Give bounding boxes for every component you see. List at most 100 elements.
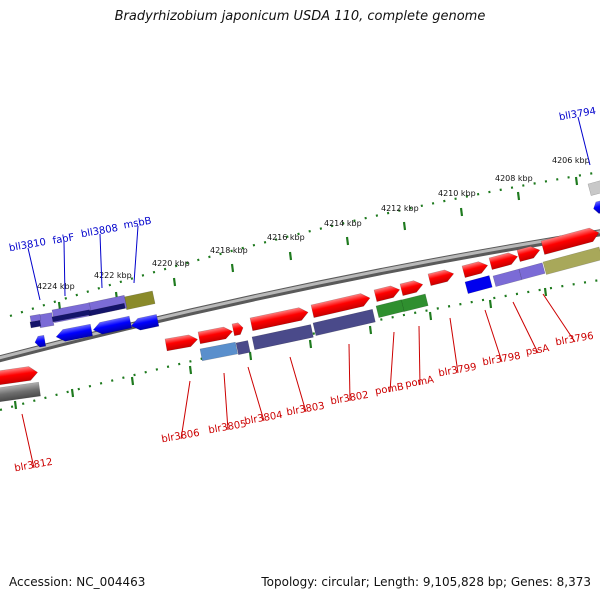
backbone-shadow [0,229,600,363]
leader-line [289,356,307,413]
ruler-tick-label: 4208 kbp [495,174,533,183]
accession-label: Accession: NC_004463 [9,575,146,589]
reverse-cds-arrow[interactable] [592,200,600,214]
ruler-tick-label: 4206 kbp [552,156,590,165]
gene-label[interactable]: blr3798 [482,351,522,369]
ruler-tick-label: 4218 kbp [210,246,248,255]
ruler-tick-label: 4224 kbp [37,282,75,291]
ruler-layer: 4206 kbp 4208 kbp 4210 kbp 4212 kbp 4214 kbp… [0,156,600,412]
gene-label[interactable]: msbB [123,216,153,232]
gene-label[interactable]: blr3796 [555,331,595,349]
forward-cds-arrow[interactable] [231,322,244,337]
leader-line [577,116,591,166]
feature-bar-purple[interactable] [518,262,546,280]
ruler-tick-mark [543,287,548,297]
feature-bar-gray[interactable] [0,381,41,403]
forward-cds-arrow[interactable] [310,292,371,318]
backbone-layer [0,229,600,363]
gene-label[interactable]: blr3803 [286,401,326,419]
feature-bar-steelblue[interactable] [199,341,238,362]
feature-bar-purple[interactable] [29,313,42,323]
gene-label[interactable]: blr3802 [330,390,370,408]
forward-cds-arrow[interactable] [488,251,519,270]
ruler-tick-mark [516,191,521,201]
leader-line [99,233,103,289]
feature-bar-green[interactable] [400,293,429,312]
ruler-tick-mark [230,263,235,273]
ruler-tick-mark [428,311,433,321]
leader-line [449,317,459,374]
feature-bar-lightgray[interactable] [587,180,600,196]
gene-label[interactable]: pomB [374,382,405,398]
gene-label[interactable]: bll3810 [8,237,47,254]
topology-label: Topology: circular; Length: 9,105,828 bp… [261,575,591,589]
forward-cds-arrow[interactable] [399,279,424,296]
ruler-tick-mark [188,365,193,375]
ruler-inner [0,278,600,412]
feature-bar-indigo[interactable] [312,308,376,336]
gene-label[interactable]: bll3794 [558,106,597,123]
ruler-tick-label: 4212 kbp [381,204,419,213]
reverse-cds-arrow[interactable] [130,314,160,331]
reverse-cds-arrow[interactable] [55,323,93,343]
forward-cds-arrow[interactable] [540,226,600,255]
feature-bar-navy[interactable] [51,309,91,323]
ruler-tick-label: 4216 kbp [267,233,305,242]
gene-label[interactable]: pomA [404,375,435,391]
ruler-tick-mark [368,325,373,335]
leader-line [348,343,351,402]
ruler-tick-mark [459,207,464,217]
gene-label[interactable]: blr3812 [14,457,54,475]
ruler-tick-mark [13,400,18,410]
forward-cds-arrow[interactable] [197,326,234,345]
forward-cds-arrow[interactable] [249,306,309,332]
gene-label[interactable]: blr3806 [161,428,201,446]
gene-label[interactable]: blr3805 [208,419,248,437]
reverse-cds-arrow[interactable] [92,315,132,336]
gene-label[interactable]: blr3804 [244,410,284,428]
forward-cds-arrow[interactable] [427,268,455,286]
feature-bar-purple[interactable] [492,268,523,287]
gene-label[interactable]: blr3799 [438,362,478,380]
ruler-tick-mark [402,221,407,231]
ruler-tick-label: 4220 kbp [152,259,190,268]
gene-label[interactable]: fabF [52,232,76,247]
gene-layer [0,180,600,403]
forward-cds-arrow[interactable] [461,260,489,278]
leader-line [180,380,191,440]
leader-line [247,366,265,422]
ruler-tick-mark [288,251,293,261]
ruler-tick-label: 4222 kbp [94,271,132,280]
feature-bar-green[interactable] [375,299,405,318]
leader-line [27,247,41,301]
ruler-tick-mark [308,339,313,349]
forward-cds-arrow[interactable] [516,244,541,262]
forward-cds-arrow[interactable] [0,365,39,386]
feature-bar-blue[interactable] [464,275,493,294]
leader-line [418,325,421,386]
leader-line [512,301,539,354]
reverse-cds-arrow[interactable] [34,334,47,348]
leader-line [389,331,395,393]
ruler-tick-mark [172,277,177,287]
ruler-tick-mark [574,176,579,186]
ruler-tick-label: 4214 kbp [324,219,362,228]
leader-line [223,372,229,431]
ruler-tick-label: 4210 kbp [438,189,476,198]
ruler-tick-mark [345,236,350,246]
ruler-tick-mark [70,388,75,398]
leader-line [21,413,35,469]
feature-bar-olive[interactable] [542,246,600,275]
leader-line [542,293,576,343]
ruler-tick-mark [488,299,493,309]
gene-label[interactable]: pssA [525,343,550,358]
feature-bar-indigo[interactable] [235,340,251,356]
forward-cds-arrow[interactable] [373,284,401,302]
leader-line [63,241,66,297]
gene-label[interactable]: bll3808 [80,223,119,240]
feature-bar-indigo[interactable] [251,324,314,351]
forward-cds-arrow[interactable] [164,333,199,352]
feature-bar-olive[interactable] [123,290,156,311]
